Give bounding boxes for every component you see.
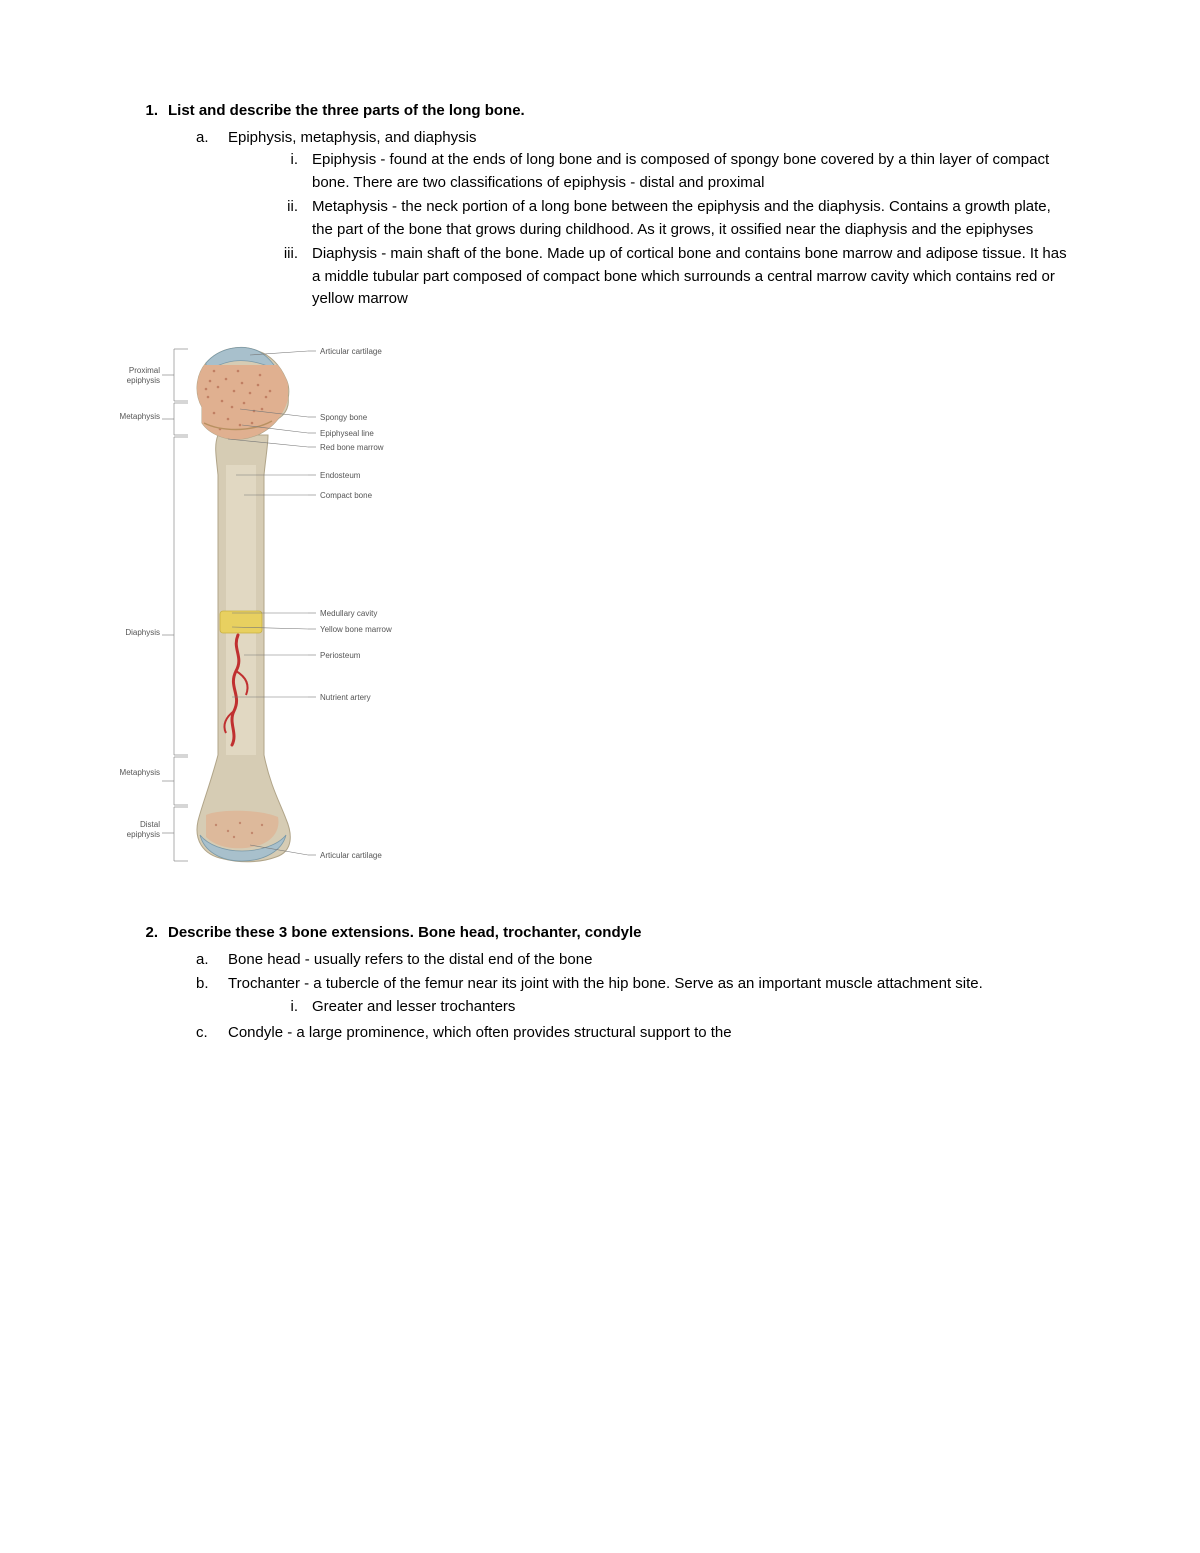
q2-b-i: i. Greater and lesser trochanters [268,996,1070,1019]
svg-text:Spongy bone: Spongy bone [320,413,368,422]
svg-text:Metaphysis: Metaphysis [120,768,160,777]
svg-text:Endosteum: Endosteum [320,471,361,480]
q1-item-iii: iii. Diaphysis - main shaft of the bone.… [268,243,1070,311]
svg-text:Yellow bone marrow: Yellow bone marrow [320,625,392,634]
q1-title: List and describe the three parts of the… [168,100,1070,123]
svg-text:Articular cartilage: Articular cartilage [320,347,382,356]
svg-text:Red bone marrow: Red bone marrow [320,443,384,452]
svg-text:Periosteum: Periosteum [320,651,361,660]
q2-sub-c: c. Condyle - a large prominence, which o… [196,1022,1070,1045]
svg-text:Compact bone: Compact bone [320,491,373,500]
q2-sub-b: b. Trochanter - a tubercle of the femur … [196,973,1070,1020]
question-1: 1. List and describe the three parts of … [130,100,1070,315]
q2-number: 2. [130,922,168,1047]
q1-a-text: Epiphysis, metaphysis, and diaphysis [228,127,1070,150]
svg-text:Articular cartilage: Articular cartilage [320,851,382,860]
bone-shape [196,347,290,861]
svg-text:Metaphysis: Metaphysis [120,412,160,421]
q2-sub-a: a. Bone head - usually refers to the dis… [196,949,1070,972]
svg-text:Nutrient artery: Nutrient artery [320,693,371,702]
svg-text:epiphysis: epiphysis [127,830,160,839]
svg-text:Epiphyseal line: Epiphyseal line [320,429,374,438]
q1-item-i: i. Epiphysis - found at the ends of long… [268,149,1070,194]
q1-sub-a: a. Epiphysis, metaphysis, and diaphysis … [196,127,1070,313]
svg-text:Diaphysis: Diaphysis [125,628,160,637]
q2-title: Describe these 3 bone extensions. Bone h… [168,922,1070,945]
question-2: 2. Describe these 3 bone extensions. Bon… [130,922,1070,1047]
svg-text:Proximal: Proximal [129,366,160,375]
svg-text:Medullary cavity: Medullary cavity [320,609,377,618]
svg-text:Distal: Distal [140,820,160,829]
bone-diagram: ProximalepiphysisMetaphysisDiaphysisMeta… [110,335,1070,883]
svg-text:epiphysis: epiphysis [127,376,160,385]
q1-item-ii: ii. Metaphysis - the neck portion of a l… [268,196,1070,241]
bone-svg: ProximalepiphysisMetaphysisDiaphysisMeta… [110,335,470,875]
q1-number: 1. [130,100,168,315]
